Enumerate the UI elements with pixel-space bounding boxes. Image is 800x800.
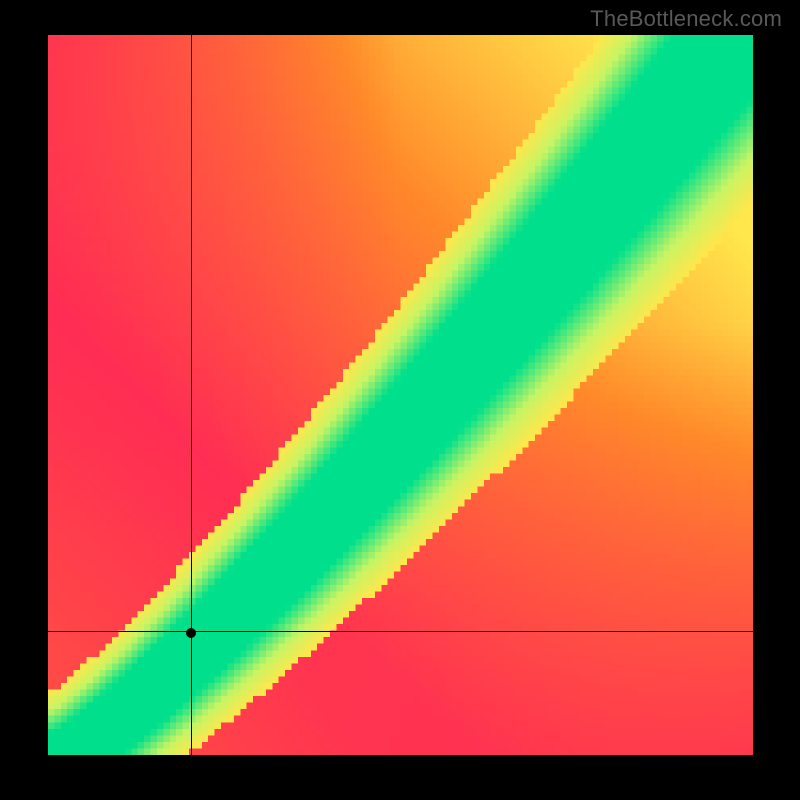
watermark-text: TheBottleneck.com	[590, 6, 782, 32]
bottleneck-heatmap	[48, 35, 753, 755]
crosshair-horizontal	[48, 631, 753, 632]
data-point-marker	[186, 628, 196, 638]
crosshair-vertical	[191, 35, 192, 755]
heatmap-canvas	[48, 35, 753, 755]
